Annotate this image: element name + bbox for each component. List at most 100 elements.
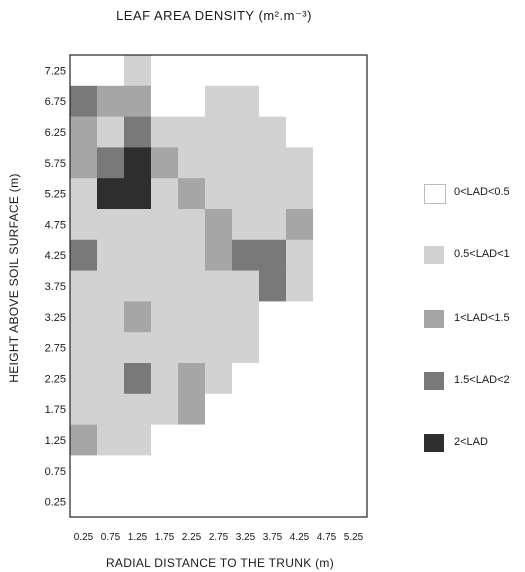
y-tick-label: 3.25 — [45, 312, 66, 324]
heatmap-cell — [259, 116, 287, 148]
heatmap-cell — [70, 455, 98, 487]
heatmap-cell — [232, 270, 260, 302]
heatmap-cell — [151, 116, 179, 148]
heatmap-cell — [151, 393, 179, 425]
heatmap-cell — [70, 424, 98, 456]
heatmap-cell — [259, 486, 287, 518]
heatmap-cell — [70, 486, 98, 518]
heatmap-cell — [286, 455, 314, 487]
heatmap-cell — [151, 209, 179, 241]
heatmap-cell — [205, 301, 233, 333]
heatmap-cell — [205, 363, 233, 395]
heatmap-cell — [97, 55, 125, 87]
heatmap-cell — [259, 393, 287, 425]
heatmap-cell — [259, 424, 287, 456]
legend-swatch-class-3 — [424, 310, 444, 328]
y-tick-label: 5.75 — [45, 158, 66, 170]
legend-swatch-class-1 — [424, 184, 446, 204]
heatmap-cell — [97, 332, 125, 364]
heatmap-cell — [124, 178, 152, 210]
x-tick-label: 1.25 — [128, 532, 148, 543]
heatmap-cell — [340, 239, 368, 271]
heatmap-cell — [232, 424, 260, 456]
y-tick-label: 1.25 — [45, 435, 66, 447]
heatmap-cell — [340, 270, 368, 302]
heatmap-cell — [178, 270, 206, 302]
heatmap-cell — [97, 147, 125, 179]
heatmap-cell — [232, 455, 260, 487]
heatmap-cell — [205, 116, 233, 148]
heatmap-cell — [178, 239, 206, 271]
heatmap-cell — [178, 424, 206, 456]
heatmap-cell — [151, 55, 179, 87]
heatmap-cell — [232, 55, 260, 87]
heatmap-cell — [178, 363, 206, 395]
heatmap-cell — [124, 209, 152, 241]
heatmap-cell — [340, 332, 368, 364]
heatmap-cell — [286, 55, 314, 87]
heatmap-cell — [286, 424, 314, 456]
heatmap-cell — [340, 178, 368, 210]
heatmap-cell — [124, 486, 152, 518]
x-tick-label: 4.75 — [317, 532, 337, 543]
heatmap-cell — [70, 301, 98, 333]
y-tick-label: 7.25 — [45, 65, 66, 77]
heatmap-cell — [286, 301, 314, 333]
heatmap-cell — [313, 363, 341, 395]
heatmap-cell — [205, 424, 233, 456]
heatmap-cell — [286, 116, 314, 148]
heatmap-cell — [259, 178, 287, 210]
heatmap-cell — [286, 239, 314, 271]
heatmap-cell — [205, 85, 233, 117]
heatmap-cell — [205, 209, 233, 241]
heatmap-cell — [151, 486, 179, 518]
heatmap-cell — [151, 424, 179, 456]
heatmap-cell — [97, 486, 125, 518]
heatmap-cell — [97, 209, 125, 241]
legend-label-class-5: 2<LAD — [454, 436, 488, 448]
heatmap-cell — [70, 116, 98, 148]
x-tick-label: 2.75 — [209, 532, 229, 543]
heatmap-cell — [259, 147, 287, 179]
heatmap-cell — [313, 178, 341, 210]
heatmap-cell — [178, 332, 206, 364]
heatmap-cell — [340, 85, 368, 117]
heatmap-cell — [124, 393, 152, 425]
x-tick-label: 3.25 — [236, 532, 256, 543]
heatmap-cell — [124, 332, 152, 364]
heatmap-cell — [313, 116, 341, 148]
heatmap-cell — [232, 332, 260, 364]
heatmap-cell — [151, 178, 179, 210]
heatmap-cell — [259, 301, 287, 333]
heatmap-cell — [232, 85, 260, 117]
heatmap-cell — [124, 116, 152, 148]
heatmap-cell — [70, 332, 98, 364]
heatmap-cell — [178, 147, 206, 179]
heatmap-cell — [70, 239, 98, 271]
heatmap-cell — [97, 363, 125, 395]
heatmap-cell — [232, 393, 260, 425]
heatmap-cell — [97, 178, 125, 210]
heatmap-cell — [205, 147, 233, 179]
y-tick-label: 3.75 — [45, 281, 66, 293]
heatmap-cell — [124, 301, 152, 333]
heatmap-cell — [205, 393, 233, 425]
heatmap-cell — [286, 332, 314, 364]
heatmap-cell — [97, 270, 125, 302]
y-tick-label: 5.25 — [45, 189, 66, 201]
heatmap-cell — [340, 209, 368, 241]
heatmap-cell — [232, 147, 260, 179]
heatmap-cell — [178, 301, 206, 333]
heatmap-cell — [232, 301, 260, 333]
heatmap-cell — [313, 55, 341, 87]
x-tick-label: 0.25 — [74, 532, 94, 543]
heatmap-cell — [151, 332, 179, 364]
legend-label-class-4: 1.5<LAD<2 — [454, 374, 510, 386]
heatmap-cell — [313, 147, 341, 179]
heatmap-cell — [340, 393, 368, 425]
heatmap-cell — [259, 455, 287, 487]
heatmap-cell — [232, 239, 260, 271]
heatmap-cell — [151, 301, 179, 333]
